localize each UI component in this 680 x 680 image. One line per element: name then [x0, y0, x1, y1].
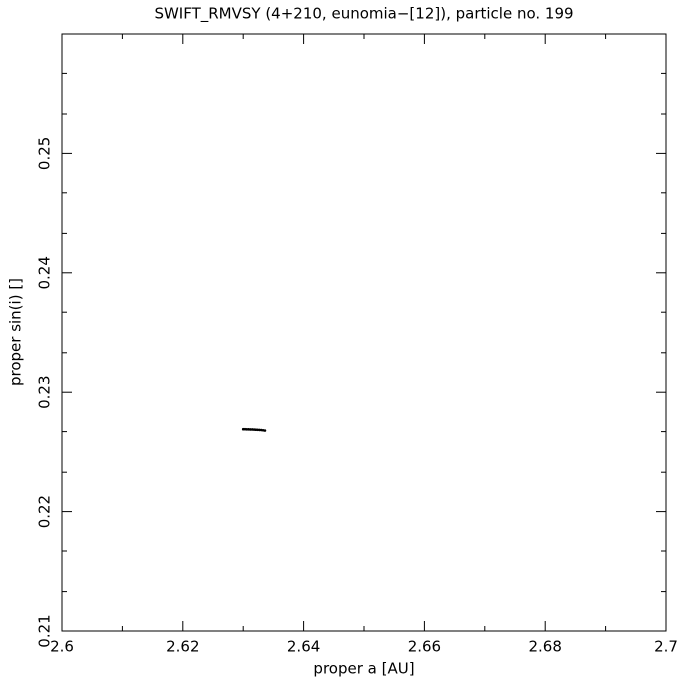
- y-tick-label: 0.24: [36, 256, 54, 289]
- x-tick-label: 2.7: [654, 638, 678, 656]
- point: [241, 427, 245, 431]
- x-tick-label: 2.64: [287, 638, 320, 656]
- chart-title: SWIFT_RMVSY (4+210, eunomia−[12]), parti…: [154, 5, 573, 24]
- point: [245, 428, 249, 431]
- x-tick-label: 2.68: [528, 638, 561, 656]
- plot-frame: [61, 33, 667, 632]
- point: [263, 429, 267, 432]
- point: [249, 428, 252, 431]
- x-tick-label: 2.6: [50, 638, 74, 656]
- x-tick-label: 2.62: [166, 638, 199, 656]
- x-axis-label: proper a [AU]: [313, 660, 414, 678]
- y-axis-label: proper sin(i) []: [7, 278, 25, 386]
- y-tick-label: 0.23: [36, 375, 54, 408]
- y-tick-label: 0.21: [36, 614, 54, 647]
- y-tick-label: 0.25: [36, 137, 54, 170]
- x-tick-label: 2.66: [408, 638, 441, 656]
- y-tick-label: 0.22: [36, 495, 54, 528]
